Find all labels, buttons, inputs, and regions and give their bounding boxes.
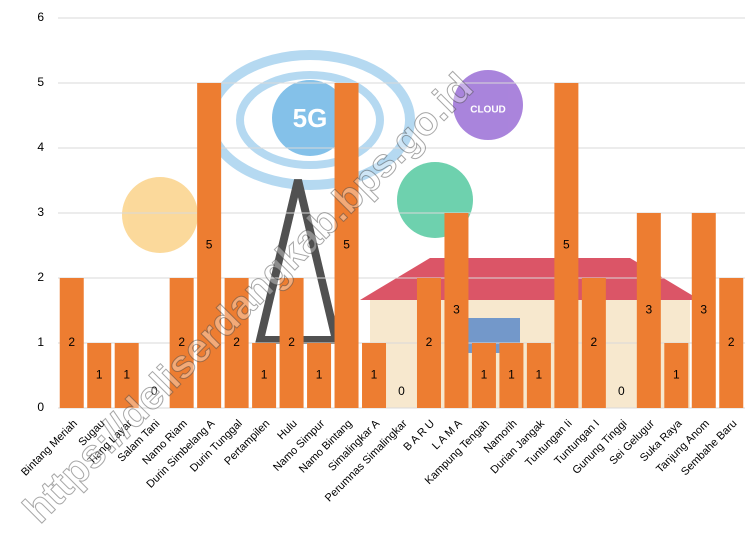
y-tick-label: 0 (37, 400, 44, 414)
data-label: 2 (233, 335, 240, 349)
bar (224, 278, 249, 408)
bar (87, 343, 112, 408)
data-label: 1 (316, 368, 323, 382)
bar (279, 278, 304, 408)
bar (471, 343, 496, 408)
data-label: 0 (151, 384, 158, 398)
y-tick-label: 6 (37, 10, 44, 24)
y-tick-label: 5 (37, 75, 44, 89)
annotation: CLOUD (470, 105, 506, 116)
bar (416, 278, 441, 408)
bar (334, 83, 359, 408)
bar (691, 213, 716, 408)
data-label: 1 (536, 368, 543, 382)
y-tick-label: 1 (37, 335, 44, 349)
bar (499, 343, 524, 408)
data-label: 2 (68, 335, 75, 349)
annotation: 5G (293, 103, 328, 133)
bar (719, 278, 744, 408)
bar (252, 343, 277, 408)
bar (59, 278, 84, 408)
bar (362, 343, 387, 408)
data-label: 1 (261, 368, 268, 382)
y-tick-label: 4 (37, 140, 44, 154)
bar (526, 343, 551, 408)
data-label: 0 (398, 384, 405, 398)
bar (307, 343, 332, 408)
bar (169, 278, 194, 408)
data-label: 5 (206, 238, 213, 252)
bar (444, 213, 469, 408)
data-label: 0 (618, 384, 625, 398)
data-label: 3 (453, 303, 460, 317)
bar (581, 278, 606, 408)
data-label: 1 (508, 368, 515, 382)
bar (114, 343, 139, 408)
data-label: 2 (426, 335, 433, 349)
y-tick-label: 2 (37, 270, 44, 284)
data-label: 2 (178, 335, 185, 349)
data-label: 5 (563, 238, 570, 252)
x-tick-label: B A R U (401, 418, 437, 454)
bar (636, 213, 661, 408)
data-label: 2 (288, 335, 295, 349)
data-label: 2 (728, 335, 735, 349)
data-label: 1 (673, 368, 680, 382)
data-label: 5 (343, 238, 350, 252)
data-label: 3 (645, 303, 652, 317)
data-label: 1 (481, 368, 488, 382)
x-tick-label: Hulu (275, 418, 299, 442)
data-label: 3 (700, 303, 707, 317)
data-label: 1 (96, 368, 103, 382)
data-label: 1 (123, 368, 130, 382)
bar (197, 83, 222, 408)
data-label: 2 (591, 335, 598, 349)
bar (554, 83, 579, 408)
data-label: 1 (371, 368, 378, 382)
y-tick-label: 3 (37, 205, 44, 219)
bar (664, 343, 689, 408)
